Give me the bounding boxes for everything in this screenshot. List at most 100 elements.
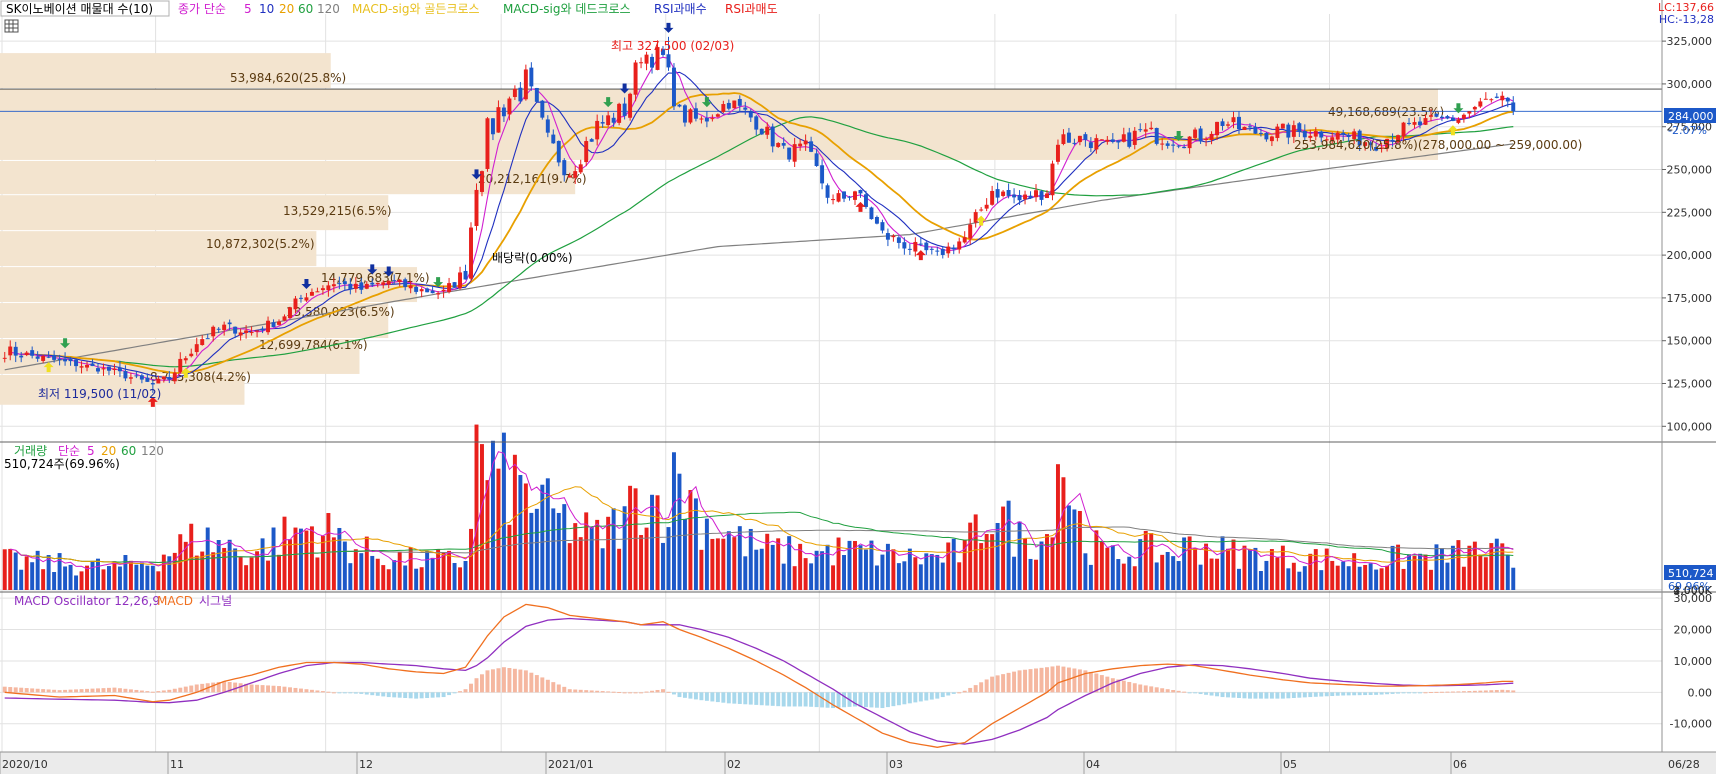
x-tick-label: 05 [1283, 758, 1297, 771]
volume-bar [469, 528, 473, 590]
volume-bar [1204, 543, 1209, 590]
candle-body [238, 332, 243, 336]
price-tick-label: 150,000 [1667, 335, 1713, 348]
signal-arrow-icon [603, 97, 614, 108]
macd-osc-bar [1116, 679, 1121, 693]
candle-body [995, 189, 1000, 198]
candle-body [101, 368, 106, 370]
volume-bar [447, 550, 452, 590]
macd-osc-bar [1357, 692, 1362, 696]
macd-osc-bar [1291, 692, 1296, 698]
candle-body [721, 104, 726, 112]
volume-bar [452, 563, 457, 590]
candle-body [309, 291, 314, 296]
candle-body [337, 283, 342, 285]
macd-osc-bar [1418, 692, 1422, 694]
candle-body [386, 280, 391, 285]
candle-body [85, 364, 90, 368]
macd-osc-bar [1363, 692, 1368, 696]
title-box[interactable] [0, 0, 170, 17]
macd-osc-bar [831, 692, 836, 709]
candle-body [776, 143, 781, 147]
volume-ma-120: 120 [141, 444, 164, 458]
price-tick-label: 175,000 [1667, 292, 1713, 305]
macd-osc-bar [759, 692, 764, 706]
candle-body [35, 356, 40, 359]
grid-settings-icon[interactable] [4, 19, 19, 33]
candle-body [671, 67, 676, 107]
candle-body [123, 371, 128, 379]
x-tick-label: 11 [170, 758, 184, 771]
volume-bar [523, 483, 528, 590]
volume-ma-5: 5 [87, 444, 95, 458]
macd-osc-bar [1110, 678, 1115, 693]
volume-bar [748, 528, 753, 590]
macd-osc-bar [353, 692, 358, 694]
candle-body [551, 134, 556, 144]
candle-body [13, 346, 18, 356]
candle-body [507, 98, 512, 115]
candle-body [1231, 117, 1236, 123]
candle-body [1220, 121, 1225, 126]
candle-body [293, 298, 298, 310]
volume-bar [200, 551, 205, 590]
volume-bar [1379, 568, 1384, 590]
macd-osc-bar [1269, 692, 1274, 699]
volume-bar [271, 527, 276, 590]
macd-osc-bar [1401, 692, 1406, 694]
macd-osc-bar [46, 689, 51, 693]
volume-bar [112, 561, 117, 590]
volume-profile-label: 13,529,215(6.5%) [283, 204, 392, 218]
candle-body [1193, 129, 1198, 138]
macd-osc-bar [984, 679, 989, 693]
macd-osc-bar [419, 692, 424, 699]
candle-body [1302, 130, 1307, 138]
volume-bar [1368, 563, 1373, 590]
candle-body [1182, 146, 1187, 149]
volume-bar [979, 543, 984, 590]
macd-osc-bar [266, 685, 271, 693]
macd-osc-bar [24, 688, 29, 693]
volume-bar [847, 540, 852, 590]
macd-osc-bar [951, 692, 956, 694]
volume-bar [803, 558, 808, 590]
candle-body [408, 285, 413, 289]
candle-body [1423, 118, 1428, 125]
volume-bar [1297, 571, 1302, 590]
macd-osc-bar [1193, 692, 1198, 694]
volume-bar [1034, 559, 1038, 590]
macd-osc-bar [183, 686, 188, 693]
signal-arrow-icon [1447, 125, 1458, 136]
macd-osc-bar [348, 692, 353, 694]
macd-osc-bar [1396, 692, 1401, 694]
ma-10-line [15, 71, 1514, 380]
signal-arrow-icon [663, 22, 674, 33]
macd-osc-bar [556, 684, 561, 693]
volume-bar [1275, 557, 1280, 590]
volume-bar [1209, 558, 1214, 590]
volume-profile-label: 10,872,302(5.2%) [206, 237, 315, 251]
candle-body [1428, 115, 1433, 117]
volume-bar [1116, 559, 1121, 590]
candle-body [957, 241, 962, 250]
macd-osc-bar [1374, 692, 1379, 695]
macd-osc-bar [655, 689, 660, 693]
volume-bar [737, 526, 742, 590]
signal-arrow-icon [180, 367, 191, 378]
macd-osc-bar [1472, 690, 1477, 693]
candle-body [1110, 139, 1115, 142]
macd-osc-bar [30, 688, 35, 693]
volume-bar [1335, 565, 1340, 590]
macd-osc-bar [946, 692, 951, 696]
macd-osc-bar [699, 692, 704, 701]
volume-bar [1023, 538, 1028, 590]
candle-body [1341, 132, 1346, 135]
macd-osc-bar [1439, 691, 1444, 693]
macd-osc-bar [1390, 692, 1395, 694]
volume-bar [1363, 564, 1368, 590]
volume-bar [545, 478, 550, 590]
volume-bar [1226, 548, 1230, 590]
macd-osc-bar [52, 689, 57, 693]
